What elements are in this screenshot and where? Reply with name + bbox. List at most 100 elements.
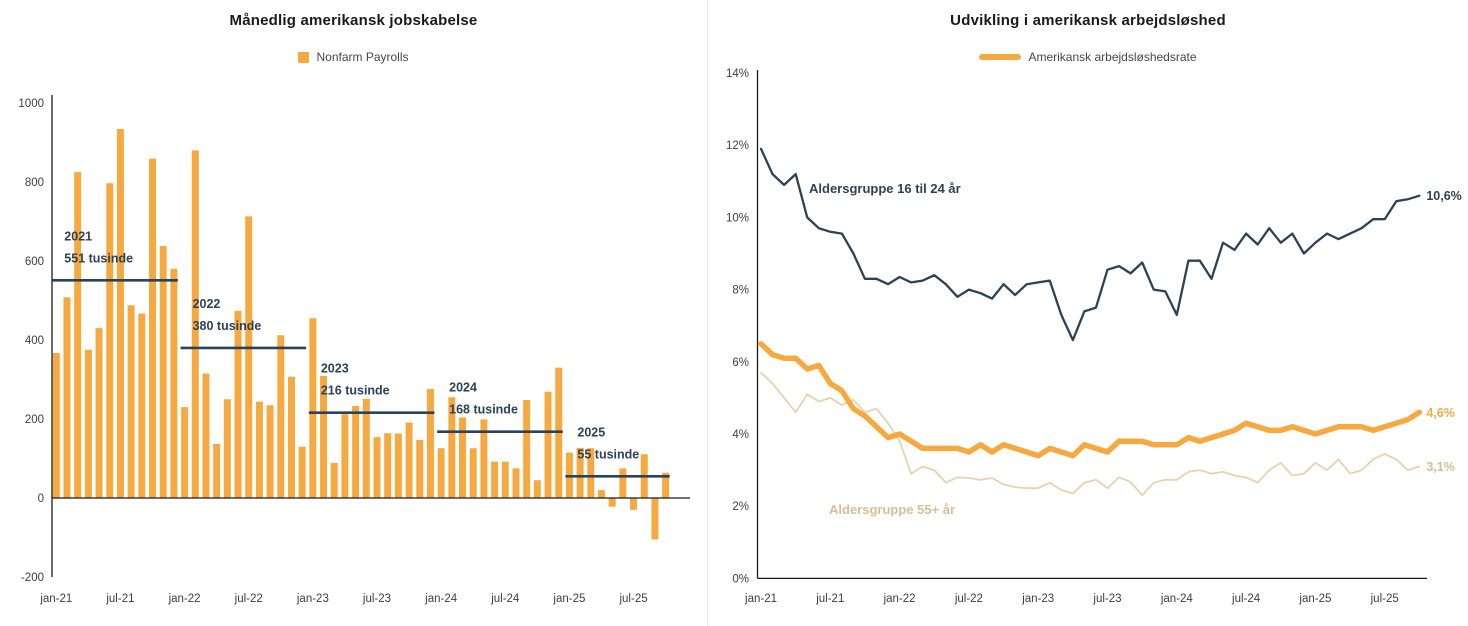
payrolls-bar <box>459 417 467 498</box>
payrolls-bar <box>287 376 295 498</box>
payrolls-bar <box>662 472 670 498</box>
payrolls-bar <box>512 468 520 498</box>
y-axis-tick-label: 0% <box>732 573 749 585</box>
payrolls-bar <box>330 462 338 498</box>
payrolls-bar <box>149 158 157 498</box>
jobs-bar-chart: 1000 800 600 400 200 0 -200 2021 551 tusinde 2022… <box>18 95 690 605</box>
payrolls-bar <box>587 448 595 498</box>
x-axis-tick-label: jan-21 <box>744 593 777 605</box>
payrolls-bar <box>106 183 114 498</box>
payrolls-bar <box>298 446 306 498</box>
series-line-1 <box>758 341 1423 459</box>
payrolls-bar <box>116 129 124 498</box>
x-axis-tick-label: jul-25 <box>1370 593 1399 605</box>
payrolls-bar <box>533 480 541 498</box>
series-inline-label: Aldersgruppe 16 til 24 år <box>809 181 961 196</box>
y-axis-tick-label: 0 <box>38 493 44 505</box>
unemployment-chart-legend: Amerikansk arbejdsløshedsrate <box>708 50 1468 64</box>
y-axis-tick-label: 8% <box>732 285 749 297</box>
x-axis-tick-label: jan-25 <box>552 593 585 605</box>
y-axis-tick-label: 12% <box>726 140 749 152</box>
payrolls-bar <box>341 414 349 498</box>
unemployment-rate-swatch-icon <box>979 54 1022 60</box>
average-year-label: 2022 <box>193 297 221 311</box>
jobs-chart-title: Månedlig amerikansk jobskabelse <box>229 12 478 29</box>
average-year-label: 2025 <box>577 425 605 439</box>
payrolls-bar <box>501 461 509 498</box>
payrolls-bar <box>373 437 381 498</box>
average-value-label: 216 tusinde <box>321 384 390 398</box>
series-end-value-label: 4,6% <box>1426 406 1455 420</box>
payrolls-bar <box>170 268 178 498</box>
payrolls-bar <box>394 433 402 498</box>
y-axis-tick-label: 6% <box>732 357 749 369</box>
payrolls-bar <box>255 401 263 498</box>
nonfarm-payrolls-legend-label: Nonfarm Payrolls <box>316 50 409 64</box>
series-line-2 <box>759 147 1421 342</box>
x-axis-tick-label: jan-22 <box>168 593 201 605</box>
payrolls-bar <box>352 405 360 498</box>
payrolls-bar <box>191 150 199 498</box>
y-axis-tick-label: -200 <box>21 572 44 584</box>
payrolls-bar <box>362 398 370 498</box>
x-axis-tick-label: jan-24 <box>1160 593 1194 605</box>
payrolls-bar <box>448 397 456 498</box>
unemployment-rate-legend-label: Amerikansk arbejdsløshedsrate <box>1028 50 1197 64</box>
payrolls-bar <box>608 498 616 507</box>
x-axis-tick-label: jan-24 <box>424 593 458 605</box>
payrolls-bar <box>491 461 499 498</box>
payrolls-bar <box>202 373 210 498</box>
x-axis-tick-label: jul-24 <box>490 593 520 605</box>
series-inline-label: Aldersgruppe 55+ år <box>829 502 955 517</box>
x-axis-tick-label: jul-21 <box>815 593 844 605</box>
y-axis-tick-label: 400 <box>25 335 44 347</box>
payrolls-bar <box>266 405 274 498</box>
average-year-label: 2023 <box>321 362 349 376</box>
payrolls-bar <box>181 407 189 498</box>
payrolls-bar <box>523 400 531 498</box>
average-value-label: 55 tusinde <box>577 447 639 461</box>
unemployment-chart-panel: Udvikling i amerikansk arbejdsløshed Ame… <box>708 0 1468 626</box>
payrolls-bar <box>95 328 103 498</box>
unemployment-chart-title: Udvikling i amerikansk arbejdsløshed <box>950 12 1226 29</box>
x-axis-tick-label: jan-21 <box>39 593 72 605</box>
x-axis-tick-label: jan-23 <box>1021 593 1054 605</box>
x-axis-tick-label: jul-23 <box>1092 593 1121 605</box>
payrolls-bar <box>223 399 231 498</box>
payrolls-bar <box>437 448 445 498</box>
payrolls-bar <box>651 498 659 540</box>
y-axis-tick-label: 200 <box>25 414 44 426</box>
payrolls-bar <box>426 388 434 498</box>
y-axis-tick-label: 4% <box>732 429 749 441</box>
payrolls-bar <box>127 305 135 498</box>
payrolls-bar <box>544 391 552 498</box>
average-value-label: 380 tusinde <box>193 319 262 333</box>
payrolls-bar <box>74 172 82 498</box>
x-axis-tick-label: jan-23 <box>296 593 329 605</box>
y-axis-tick-label: 10% <box>726 212 749 224</box>
x-axis-tick-label: jan-25 <box>1298 593 1331 605</box>
x-axis-tick-label: jul-22 <box>954 593 983 605</box>
payrolls-bar <box>416 439 424 498</box>
y-axis-tick-label: 1000 <box>18 98 44 110</box>
jobs-chart-legend: Nonfarm Payrolls <box>0 50 707 64</box>
payrolls-bar <box>469 448 477 498</box>
payrolls-bar <box>630 498 638 510</box>
x-axis-tick-label: jul-25 <box>618 593 647 605</box>
series-end-value-label: 10,6% <box>1426 189 1461 203</box>
series-line-0 <box>760 371 1421 497</box>
payrolls-bar <box>234 310 242 498</box>
payrolls-bar <box>384 433 392 498</box>
payrolls-bar <box>63 297 71 498</box>
payrolls-bar <box>52 353 60 498</box>
payrolls-bar <box>597 490 605 498</box>
payrolls-bar <box>245 216 253 499</box>
x-axis-tick-label: jul-21 <box>105 593 134 605</box>
x-axis-tick-label: jul-24 <box>1231 593 1261 605</box>
payrolls-bar <box>277 335 285 498</box>
nonfarm-payrolls-swatch-icon <box>298 51 310 63</box>
x-axis-tick-label: jan-22 <box>883 593 916 605</box>
x-axis-tick-label: jul-22 <box>234 593 263 605</box>
x-axis-tick-label: jul-23 <box>362 593 391 605</box>
